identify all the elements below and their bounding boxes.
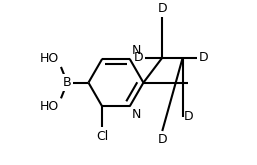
Text: D: D (184, 110, 194, 123)
Text: Cl: Cl (96, 130, 108, 143)
Text: D: D (158, 132, 167, 146)
Text: D: D (158, 2, 167, 15)
Text: N: N (132, 108, 141, 121)
Text: HO: HO (40, 52, 59, 65)
Text: B: B (63, 76, 71, 89)
Text: N: N (132, 44, 141, 57)
Text: D: D (198, 51, 208, 64)
Text: D: D (134, 51, 143, 64)
Text: HO: HO (40, 100, 59, 113)
